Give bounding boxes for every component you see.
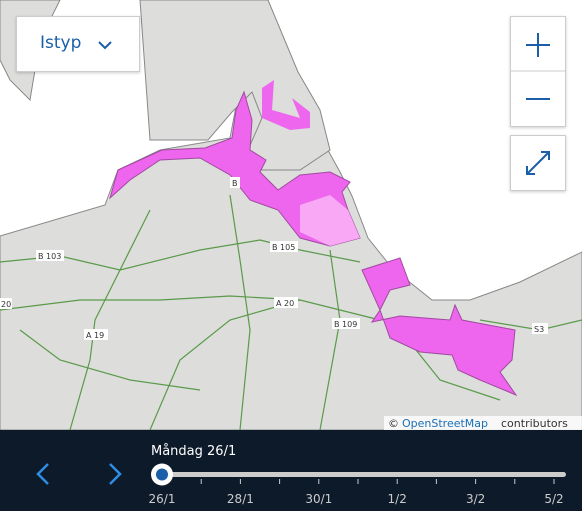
fullscreen-icon xyxy=(526,151,550,175)
tick-label: 5/2 xyxy=(544,492,563,506)
current-date: Måndag 26/1 xyxy=(151,444,236,459)
slider-track[interactable] xyxy=(162,472,566,477)
attribution-bg xyxy=(384,416,582,430)
fullscreen-button[interactable] xyxy=(510,135,566,191)
next-button[interactable] xyxy=(109,463,122,485)
road-label: A 19 xyxy=(86,331,104,340)
attribution-text: contributors xyxy=(501,417,568,430)
attribution-symbol: © xyxy=(388,417,399,430)
map: B 103 B 105 A 20 B 109 A 19 S3 B 20 © Op… xyxy=(0,0,582,430)
attribution-link[interactable]: OpenStreetMap xyxy=(402,417,488,430)
tick-label: 30/1 xyxy=(305,492,332,506)
road-labels: B 103 B 105 A 20 B 109 A 19 S3 B 20 xyxy=(0,177,548,340)
road-label: B 103 xyxy=(38,252,61,261)
road-label: B 105 xyxy=(272,243,295,252)
road-label: B xyxy=(232,179,238,188)
timeline: Måndag 26/1 26/1 28/1 30/1 1/2 3/2 5/2 xyxy=(0,430,582,511)
tick-label: 26/1 xyxy=(149,492,176,506)
zoom-icons xyxy=(511,33,565,100)
road-label: A 20 xyxy=(276,299,294,308)
tick-label: 1/2 xyxy=(388,492,407,506)
tick-label: 28/1 xyxy=(227,492,254,506)
tick-label: 3/2 xyxy=(466,492,485,506)
ice-area xyxy=(262,80,310,130)
chevron-down xyxy=(98,41,112,50)
road-label: 20 xyxy=(1,300,11,309)
ice-area-light xyxy=(300,195,360,246)
road-label: B 109 xyxy=(334,320,357,329)
zoom-controls xyxy=(510,16,566,127)
prev-button[interactable] xyxy=(36,463,49,485)
slider-knob-dot xyxy=(156,468,168,481)
ice-area xyxy=(361,257,518,397)
filter-dropdown[interactable]: Istyp xyxy=(16,16,140,72)
timeline-bg xyxy=(0,430,582,511)
filter-label: Istyp xyxy=(40,33,82,53)
road-label: S3 xyxy=(534,325,544,334)
